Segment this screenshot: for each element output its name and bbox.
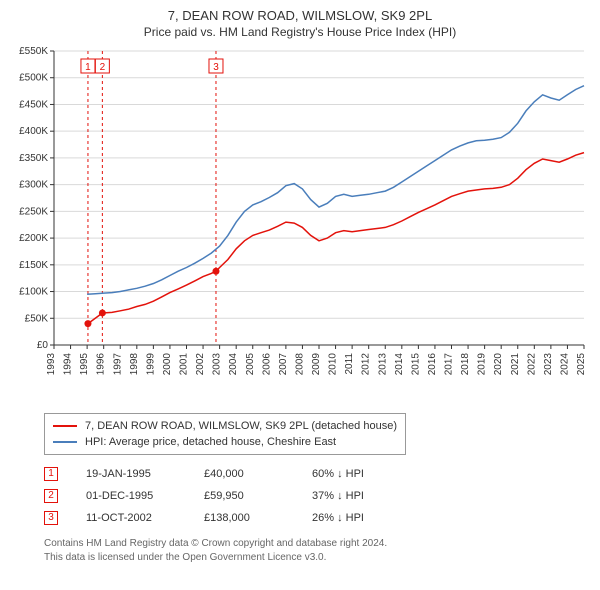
svg-text:1993: 1993 xyxy=(46,353,57,376)
svg-text:2017: 2017 xyxy=(444,353,455,376)
transaction-row: 3 11-OCT-2002 £138,000 26% ↓ HPI xyxy=(44,507,590,529)
svg-text:2013: 2013 xyxy=(377,353,388,376)
transaction-price: £59,950 xyxy=(204,485,284,507)
svg-text:2022: 2022 xyxy=(526,353,537,376)
svg-text:£450K: £450K xyxy=(19,99,48,110)
svg-text:£350K: £350K xyxy=(19,153,48,164)
svg-text:£250K: £250K xyxy=(19,206,48,217)
svg-text:2020: 2020 xyxy=(493,353,504,376)
svg-text:£500K: £500K xyxy=(19,73,48,84)
svg-text:2004: 2004 xyxy=(228,353,239,376)
svg-text:2006: 2006 xyxy=(261,353,272,376)
svg-text:2015: 2015 xyxy=(410,353,421,376)
svg-text:2007: 2007 xyxy=(278,353,289,376)
transaction-price: £138,000 xyxy=(204,507,284,529)
svg-text:2009: 2009 xyxy=(311,353,322,376)
svg-text:£0: £0 xyxy=(37,340,49,351)
transaction-row: 2 01-DEC-1995 £59,950 37% ↓ HPI xyxy=(44,485,590,507)
svg-text:1994: 1994 xyxy=(63,353,74,376)
legend-label: 7, DEAN ROW ROAD, WILMSLOW, SK9 2PL (det… xyxy=(85,418,397,434)
svg-text:1999: 1999 xyxy=(145,353,156,376)
transaction-diff: 37% ↓ HPI xyxy=(312,485,402,507)
svg-text:2002: 2002 xyxy=(195,353,206,376)
transaction-date: 11-OCT-2002 xyxy=(86,507,176,529)
legend-swatch xyxy=(53,425,77,427)
transaction-marker: 3 xyxy=(44,511,58,525)
svg-text:2012: 2012 xyxy=(361,353,372,376)
svg-text:1998: 1998 xyxy=(129,353,140,376)
chart-footnote: Contains HM Land Registry data © Crown c… xyxy=(44,537,590,565)
svg-text:2003: 2003 xyxy=(212,353,223,376)
svg-text:2011: 2011 xyxy=(344,353,355,375)
svg-text:£200K: £200K xyxy=(19,233,48,244)
svg-text:1997: 1997 xyxy=(112,353,123,376)
transaction-marker: 1 xyxy=(44,467,58,481)
price-line-chart: £0 £50K £100K £150K £200K £250K £300K £350K £400… xyxy=(10,45,590,405)
svg-text:£400K: £400K xyxy=(19,126,48,137)
svg-text:2024: 2024 xyxy=(559,353,570,376)
svg-text:2000: 2000 xyxy=(162,353,173,376)
svg-text:2005: 2005 xyxy=(245,353,256,376)
transaction-price: £40,000 xyxy=(204,463,284,485)
legend-label: HPI: Average price, detached house, Ches… xyxy=(85,434,336,450)
chart-title: 7, DEAN ROW ROAD, WILMSLOW, SK9 2PL xyxy=(10,8,590,23)
chart-plot-area: £0 £50K £100K £150K £200K £250K £300K £350K £400… xyxy=(10,45,590,405)
transaction-row: 1 19-JAN-1995 £40,000 60% ↓ HPI xyxy=(44,463,590,485)
transaction-diff: 26% ↓ HPI xyxy=(312,507,402,529)
svg-text:1: 1 xyxy=(85,62,91,73)
chart-container: 7, DEAN ROW ROAD, WILMSLOW, SK9 2PL Pric… xyxy=(0,0,600,590)
svg-text:2023: 2023 xyxy=(543,353,554,376)
footnote-line: Contains HM Land Registry data © Crown c… xyxy=(44,537,590,551)
svg-text:£300K: £300K xyxy=(19,180,48,191)
svg-text:2008: 2008 xyxy=(294,353,305,376)
transaction-diff: 60% ↓ HPI xyxy=(312,463,402,485)
legend-item: 7, DEAN ROW ROAD, WILMSLOW, SK9 2PL (det… xyxy=(53,418,397,434)
svg-text:1995: 1995 xyxy=(79,353,90,376)
svg-text:2010: 2010 xyxy=(328,353,339,376)
svg-text:2021: 2021 xyxy=(510,353,521,376)
footnote-line: This data is licensed under the Open Gov… xyxy=(44,551,590,565)
svg-text:2014: 2014 xyxy=(394,353,405,376)
legend-swatch xyxy=(53,441,77,443)
svg-text:£150K: £150K xyxy=(19,260,48,271)
transactions-table: 1 19-JAN-1995 £40,000 60% ↓ HPI 2 01-DEC-1995… xyxy=(44,463,590,529)
transaction-date: 01-DEC-1995 xyxy=(86,485,176,507)
transaction-date: 19-JAN-1995 xyxy=(86,463,176,485)
svg-text:2018: 2018 xyxy=(460,353,471,376)
chart-legend: 7, DEAN ROW ROAD, WILMSLOW, SK9 2PL (det… xyxy=(44,413,406,455)
chart-subtitle: Price paid vs. HM Land Registry's House … xyxy=(10,25,590,39)
svg-text:2025: 2025 xyxy=(576,353,587,376)
svg-text:2001: 2001 xyxy=(179,353,190,376)
legend-item: HPI: Average price, detached house, Ches… xyxy=(53,434,397,450)
svg-text:£50K: £50K xyxy=(25,313,49,324)
transaction-marker: 2 xyxy=(44,489,58,503)
svg-text:£550K: £550K xyxy=(19,46,48,57)
svg-text:2016: 2016 xyxy=(427,353,438,376)
svg-text:3: 3 xyxy=(213,62,219,73)
svg-text:£100K: £100K xyxy=(19,287,48,298)
svg-text:2: 2 xyxy=(100,62,106,73)
svg-text:2019: 2019 xyxy=(477,353,488,376)
svg-text:1996: 1996 xyxy=(96,353,107,376)
